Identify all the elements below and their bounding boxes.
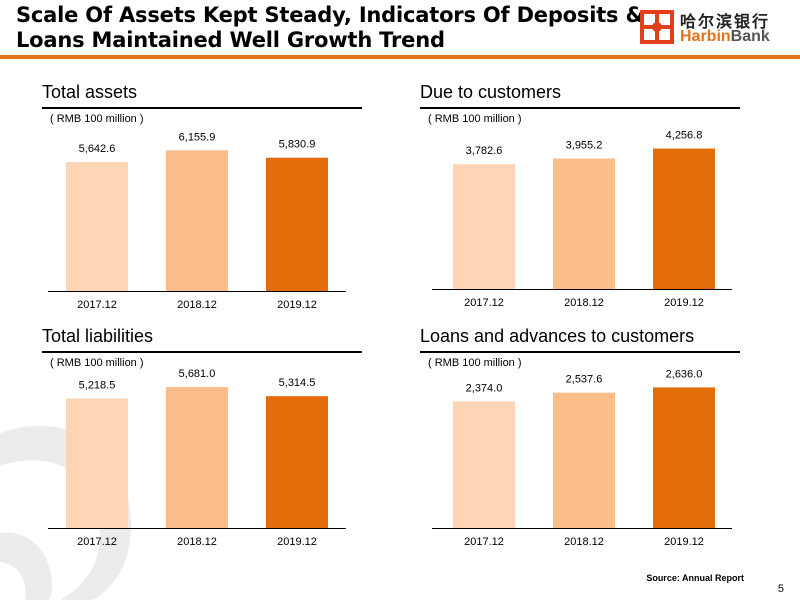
data-label-2018.12: 2,537.6: [566, 374, 603, 386]
chart-title-rule: [420, 107, 740, 109]
chart-unit-label: ( RMB 100 million ): [428, 113, 522, 125]
x-tick-label-2018.12: 2018.12: [177, 299, 217, 311]
data-label-2018.12: 3,955.2: [566, 140, 603, 152]
data-label-2017.12: 2,374.0: [466, 382, 503, 394]
page-number: 5: [777, 583, 784, 595]
bar-2019.12: [653, 148, 715, 289]
logo-english-harbin: Harbin: [680, 28, 731, 45]
x-tick-label-2017.12: 2017.12: [77, 536, 117, 548]
x-tick-label-2019.12: 2019.12: [664, 536, 704, 548]
data-label-2019.12: 5,830.9: [279, 139, 316, 151]
header-accent-bar: [0, 55, 800, 59]
data-label-2017.12: 3,782.6: [466, 145, 503, 157]
chart-plot: 2,374.0 2017.12 2,537.6 2018.12 2,636.0 2019.…: [432, 368, 732, 548]
chart-unit-label: ( RMB 100 million ): [428, 357, 522, 369]
x-tick-label-2019.12: 2019.12: [664, 297, 704, 309]
x-tick-label-2019.12: 2019.12: [277, 536, 317, 548]
bar-2019.12: [653, 387, 715, 528]
bar-2018.12: [553, 158, 615, 289]
chart-plot: 5,642.6 2017.12 6,155.9 2018.12 5,830.9 2019.…: [48, 131, 346, 311]
chart-panel-due-to-customers: Due to customers ( RMB 100 million ) 3,7…: [420, 82, 742, 322]
logo-chinese-text: 哈尔滨银行: [680, 12, 771, 31]
chart-plot: 5,218.5 2017.12 5,681.0 2018.12 5,314.5 2019.…: [48, 368, 346, 548]
x-tick-label-2018.12: 2018.12: [564, 536, 604, 548]
chart-panel-loans-and-advances: Loans and advances to customers ( RMB 10…: [420, 326, 742, 566]
x-tick-label-2017.12: 2017.12: [464, 536, 504, 548]
harbin-bank-logo: 哈尔滨银行 HarbinBank: [640, 8, 790, 48]
slide-title: Scale Of Assets Kept Steady, Indicators …: [16, 3, 644, 53]
chart-title-rule: [420, 351, 740, 353]
chart-title-rule: [42, 107, 362, 109]
logo-english-text: HarbinBank: [680, 28, 770, 46]
bar-2018.12: [166, 150, 228, 291]
logo-english-bank: Bank: [730, 28, 770, 45]
data-label-2019.12: 2,636.0: [666, 368, 703, 380]
chart-title: Total liabilities: [42, 326, 154, 346]
chart-title: Loans and advances to customers: [420, 326, 695, 346]
bar-2019.12: [266, 157, 328, 291]
bar-2017.12: [453, 401, 515, 528]
bar-2018.12: [553, 392, 615, 528]
data-label-2018.12: 6,155.9: [179, 131, 216, 143]
data-label-2019.12: 5,314.5: [279, 377, 316, 389]
x-tick-label-2018.12: 2018.12: [177, 536, 217, 548]
bar-2017.12: [66, 398, 128, 528]
data-label-2018.12: 5,681.0: [179, 368, 216, 380]
x-tick-label-2017.12: 2017.12: [77, 299, 117, 311]
bar-2018.12: [166, 387, 228, 528]
slide-title-line-1: Scale Of Assets Kept Steady, Indicators …: [16, 3, 644, 27]
x-tick-label-2019.12: 2019.12: [277, 299, 317, 311]
x-tick-label-2017.12: 2017.12: [464, 297, 504, 309]
chart-unit-label: ( RMB 100 million ): [50, 113, 144, 125]
x-tick-label-2018.12: 2018.12: [564, 297, 604, 309]
data-label-2017.12: 5,218.5: [79, 380, 116, 392]
bar-2017.12: [66, 162, 128, 291]
chart-title: Total assets: [42, 82, 138, 102]
chart-title-rule: [42, 351, 362, 353]
data-label-2017.12: 5,642.6: [79, 143, 116, 155]
chart-panel-total-assets: Total assets ( RMB 100 million ) 5,642.6…: [42, 82, 364, 322]
chart-panel-total-liabilities: Total liabilities ( RMB 100 million ) 5,…: [42, 326, 364, 566]
source-note: Source: Annual Report: [646, 573, 744, 583]
slide-title-line-2: Loans Maintained Well Growth Trend: [16, 28, 445, 52]
bar-2019.12: [266, 396, 328, 528]
chart-plot: 3,782.6 2017.12 3,955.2 2018.12 4,256.8 2019.…: [432, 130, 732, 309]
data-label-2019.12: 4,256.8: [666, 130, 703, 142]
chart-unit-label: ( RMB 100 million ): [50, 357, 144, 369]
chart-title: Due to customers: [420, 82, 562, 102]
harbin-bank-logo-icon: [640, 10, 674, 44]
bar-2017.12: [453, 164, 515, 289]
